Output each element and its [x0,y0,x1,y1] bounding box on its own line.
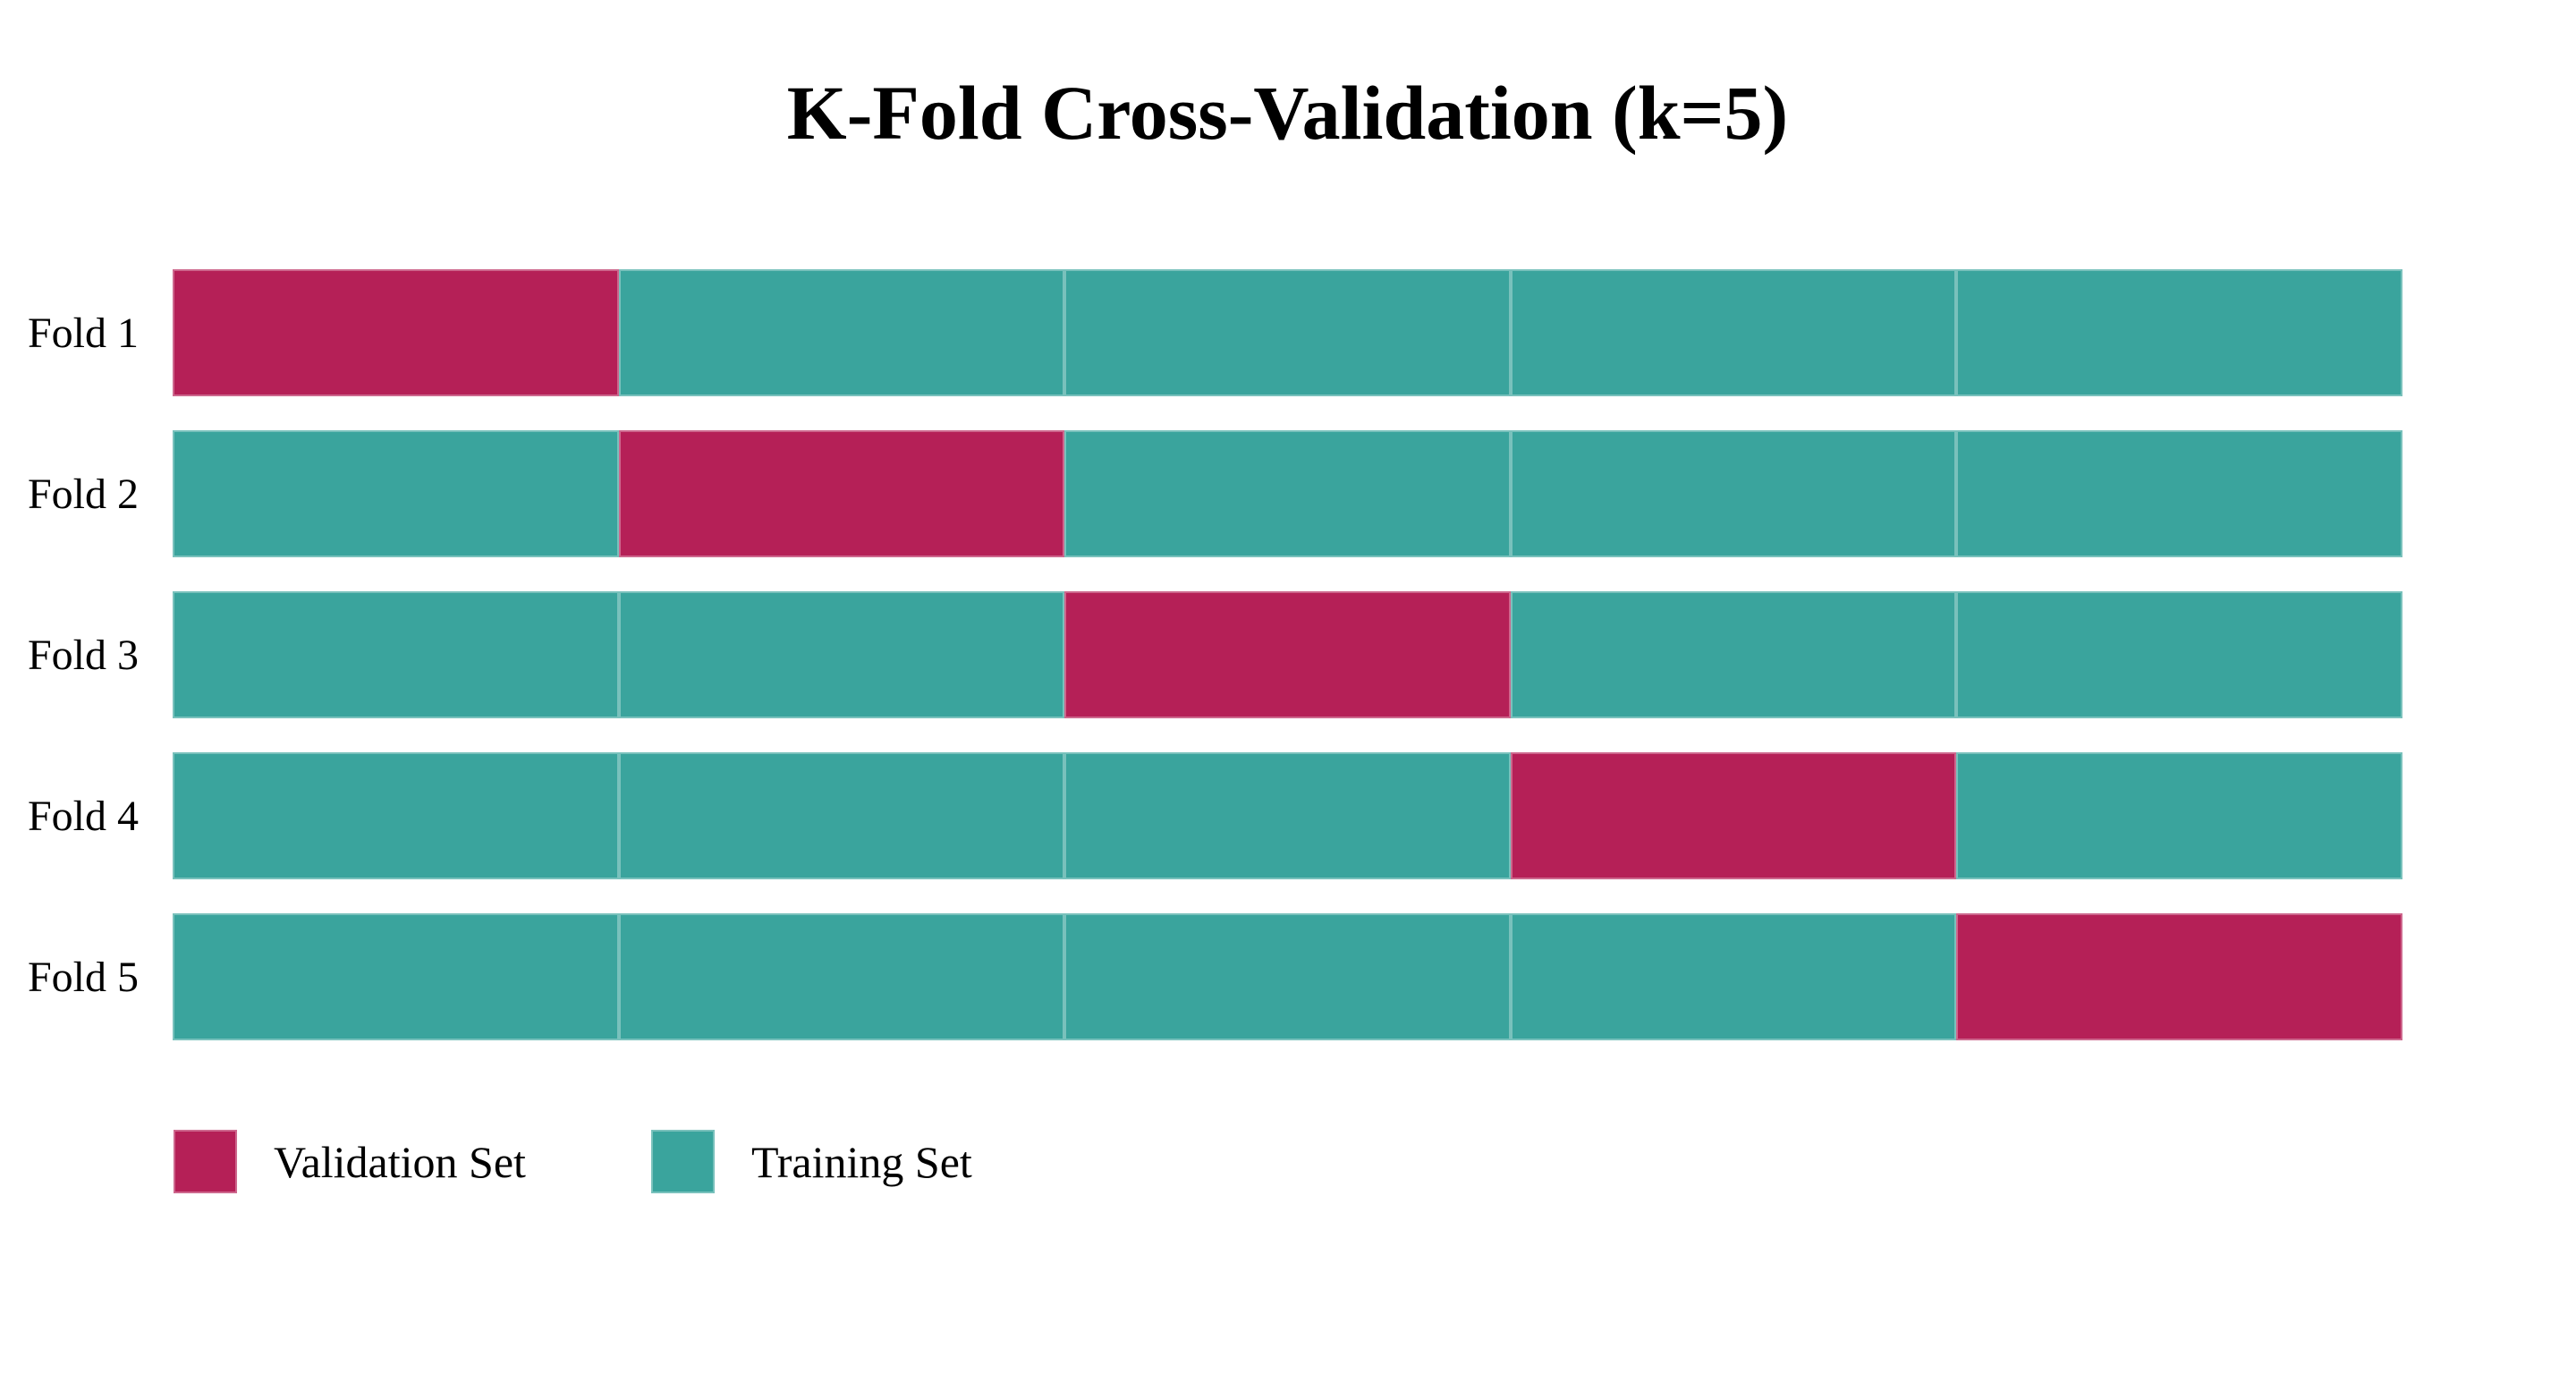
fold-bar-2 [173,430,2402,557]
fold-label-1: Fold 1 [27,309,139,357]
training-segment [173,752,619,879]
fold-row-5: Fold 5 [0,913,2576,1040]
fold-label-4: Fold 4 [27,792,139,840]
training-segment [618,269,1065,396]
chart-title: K-Fold Cross-Validation (k=5) [786,70,1789,156]
validation-segment [1956,913,2402,1040]
training-segment [618,752,1065,879]
legend-item-validation: Validation Set [174,1130,526,1193]
fold-label-5: Fold 5 [27,953,139,1001]
fold-row-3: Fold 3 [0,591,2576,718]
training-segment [1510,430,1957,557]
validation-segment [1064,591,1511,718]
training-segment [1064,430,1511,557]
fold-bar-1 [173,269,2402,396]
fold-bar-4 [173,752,2402,879]
legend-label-training: Training Set [751,1136,972,1187]
training-segment [173,591,619,718]
fold-label-2: Fold 2 [27,470,139,518]
training-segment [1956,752,2402,879]
validation-swatch [174,1130,237,1193]
fold-bar-3 [173,591,2402,718]
training-segment [618,591,1065,718]
legend-item-training: Training Set [651,1130,972,1193]
training-segment [1510,269,1957,396]
training-segment [1064,913,1511,1040]
validation-segment [618,430,1065,557]
training-segment [1510,913,1957,1040]
training-segment [1510,591,1957,718]
fold-rows: Fold 1 Fold 2 Fold 3 Fold 4 Fold 5 [0,269,2576,1074]
fold-row-1: Fold 1 [0,269,2576,396]
validation-segment [173,269,619,396]
fold-row-4: Fold 4 [0,752,2576,879]
legend: Validation Set Training Set [174,1130,1426,1193]
training-segment [173,913,619,1040]
training-segment [618,913,1065,1040]
training-segment [173,430,619,557]
validation-segment [1510,752,1957,879]
legend-label-validation: Validation Set [274,1136,526,1187]
training-segment [1956,269,2402,396]
fold-row-2: Fold 2 [0,430,2576,557]
training-segment [1064,269,1511,396]
training-segment [1956,591,2402,718]
fold-label-3: Fold 3 [27,631,139,679]
fold-bar-5 [173,913,2402,1040]
training-segment [1956,430,2402,557]
training-swatch [651,1130,715,1193]
training-segment [1064,752,1511,879]
